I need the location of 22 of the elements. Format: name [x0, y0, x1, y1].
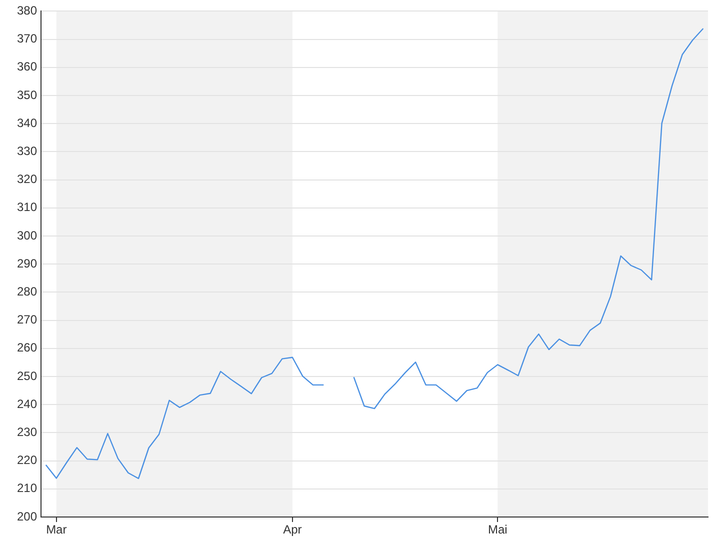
y-tick-label: 310 [16, 200, 38, 214]
y-tick-label: 270 [16, 312, 38, 327]
y-tick-label: 220 [16, 453, 38, 468]
x-tick-label: Mai [488, 522, 508, 537]
y-tick-label: 300 [16, 228, 38, 242]
x-tick-label: Mar [46, 522, 67, 537]
y-tick-label: 210 [16, 481, 38, 496]
y-tick-label: 280 [16, 284, 38, 299]
y-tick-label: 380 [16, 4, 38, 18]
y-tick-label: 250 [16, 368, 38, 383]
y-tick-label: 320 [16, 172, 38, 186]
y-tick-label: 330 [16, 144, 38, 158]
y-tick-label: 240 [16, 396, 38, 411]
y-tick-label: 360 [16, 60, 38, 74]
y-tick-label: 230 [16, 425, 38, 440]
y-tick-label: 290 [16, 256, 38, 270]
y-tick-label: 200 [16, 509, 38, 524]
y-tick-label: 340 [16, 116, 38, 130]
y-tick-label: 350 [16, 88, 38, 102]
y-tick-label: 370 [16, 32, 38, 46]
x-tick-label: Apr [283, 522, 302, 537]
y-tick-label: 260 [16, 340, 38, 355]
